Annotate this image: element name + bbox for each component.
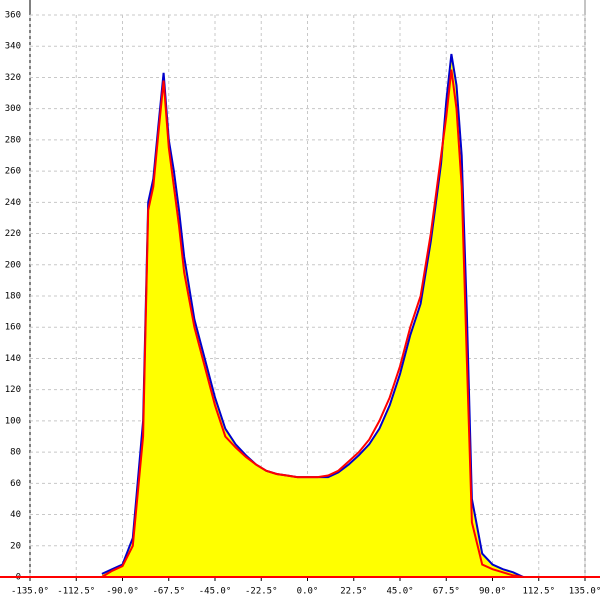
y-tick-label: 280 — [5, 135, 21, 145]
x-tick-label: -67.5° — [152, 587, 185, 597]
y-tick-label: 220 — [5, 229, 21, 239]
x-tick-label: -90.0° — [106, 587, 139, 597]
y-tick-label: 360 — [5, 11, 21, 21]
x-tick-label: 135.0° — [569, 587, 600, 597]
x-tick-label: -112.5° — [57, 587, 95, 597]
y-tick-label: 160 — [5, 323, 21, 333]
y-tick-label: 120 — [5, 385, 21, 395]
y-tick-label: 320 — [5, 73, 21, 83]
y-tick-label: 260 — [5, 167, 21, 177]
y-tick-label: 180 — [5, 292, 21, 302]
y-tick-label: 60 — [10, 479, 21, 489]
y-tick-label: 200 — [5, 260, 21, 270]
area — [101, 54, 524, 577]
x-tick-label: 90.0° — [479, 587, 506, 597]
x-tick-label: 22.5° — [340, 587, 367, 597]
x-tick-label: -45.0° — [199, 587, 232, 597]
y-tick-label: 240 — [5, 198, 21, 208]
x-tick-label: 67.5° — [433, 587, 460, 597]
y-tick-label: 40 — [10, 510, 21, 520]
series-line — [101, 69, 524, 578]
y-tick-label: 100 — [5, 416, 21, 426]
y-tick-label: 80 — [10, 448, 21, 458]
y-tick-label: 340 — [5, 42, 21, 52]
y-tick-label: 20 — [10, 541, 21, 551]
y-tick-label: 300 — [5, 104, 21, 114]
y-tick-label: 140 — [5, 354, 21, 364]
x-tick-label: -135.0° — [11, 587, 49, 597]
x-tick-label: 45.0° — [386, 587, 413, 597]
x-tick-label: -22.5° — [245, 587, 278, 597]
x-tick-label: 0.0° — [297, 587, 319, 597]
x-tick-label: 112.5° — [522, 587, 555, 597]
